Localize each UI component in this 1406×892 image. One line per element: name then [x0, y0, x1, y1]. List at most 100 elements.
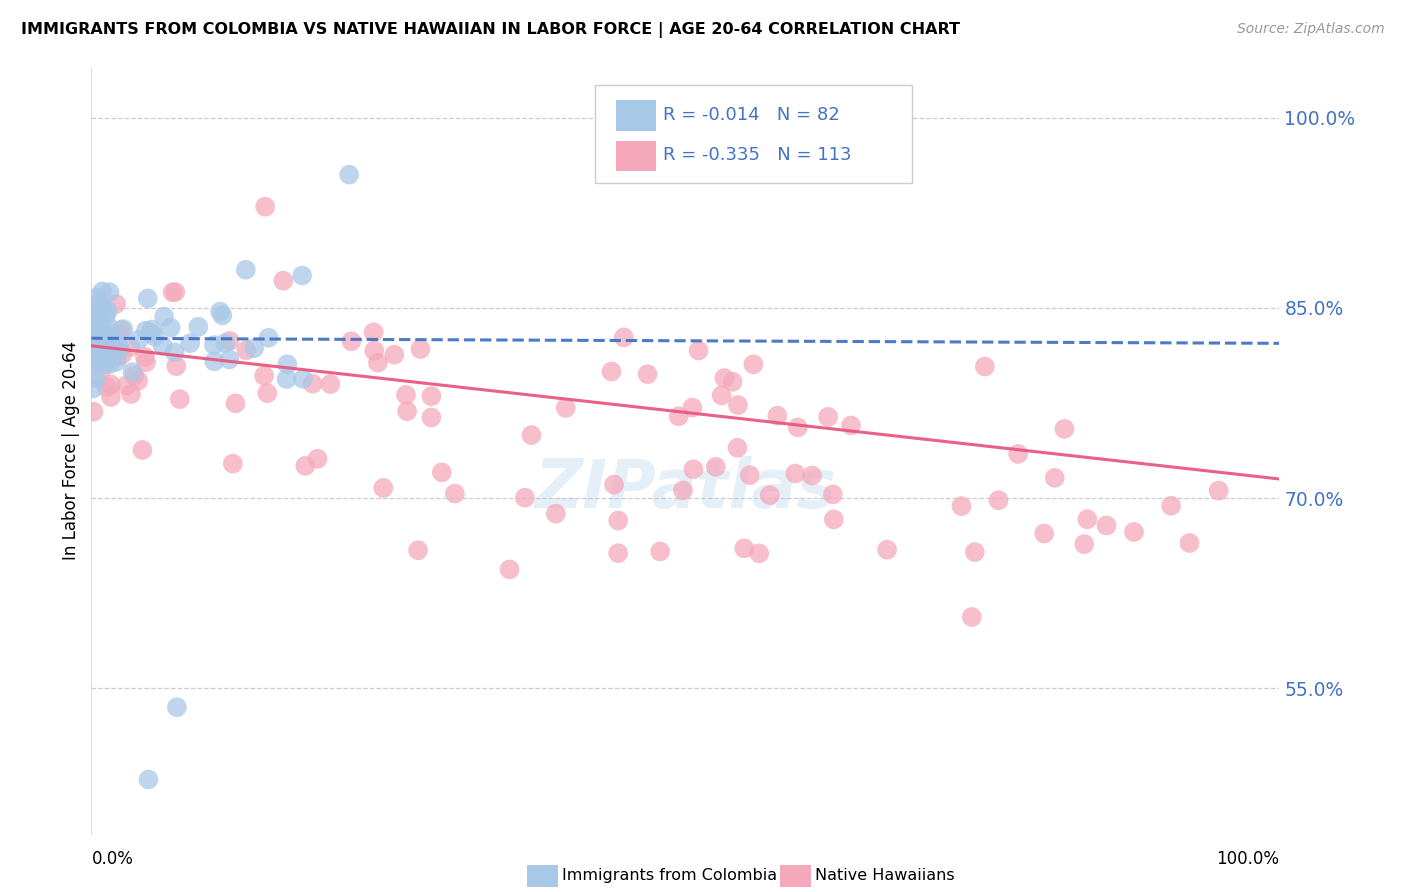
Point [96, 344, 118, 359]
Point [396, 404, 419, 418]
Point [420, 410, 443, 425]
Point [98, 320, 121, 334]
Point [738, 468, 761, 483]
Point [107, 338, 129, 352]
Point [87, 317, 110, 331]
Point [704, 459, 727, 474]
Point [82, 334, 104, 348]
Point [254, 200, 277, 214]
Point [110, 323, 132, 337]
Point [89, 329, 111, 343]
Point [94, 338, 117, 352]
Point [83, 299, 105, 313]
Point [733, 541, 755, 556]
Point [100, 377, 122, 392]
Point [82, 333, 104, 347]
Point [1095, 518, 1118, 533]
Point [87, 326, 110, 340]
Point [124, 368, 146, 383]
Point [395, 388, 418, 402]
Text: IMMIGRANTS FROM COLOMBIA VS NATIVE HAWAIIAN IN LABOR FORCE | AGE 20-64 CORRELATI: IMMIGRANTS FROM COLOMBIA VS NATIVE HAWAI… [21, 22, 960, 38]
Point [292, 372, 315, 386]
Point [83, 326, 105, 340]
Point [600, 364, 623, 378]
Point [823, 512, 845, 526]
Point [97, 349, 120, 363]
Point [153, 310, 176, 324]
Point [91, 324, 114, 338]
Point [111, 348, 134, 362]
Point [89, 296, 111, 310]
Point [785, 467, 807, 481]
Point [218, 352, 240, 367]
Point [121, 365, 143, 379]
Point [169, 392, 191, 406]
Point [86, 342, 108, 356]
Point [1178, 536, 1201, 550]
Point [960, 610, 983, 624]
Point [84, 315, 107, 329]
Point [104, 339, 127, 353]
Point [84, 351, 107, 365]
Y-axis label: In Labor Force | Age 20-64: In Labor Force | Age 20-64 [62, 341, 80, 560]
Point [987, 493, 1010, 508]
Point [202, 338, 225, 352]
Point [187, 319, 209, 334]
Point [607, 514, 630, 528]
Point [430, 466, 453, 480]
Point [963, 545, 986, 559]
Point [821, 487, 844, 501]
Point [513, 491, 536, 505]
Point [86, 343, 108, 358]
Point [87, 324, 110, 338]
Point [96, 380, 118, 394]
Point [222, 457, 245, 471]
Point [257, 331, 280, 345]
Point [89, 321, 111, 335]
Point [83, 312, 105, 326]
Point [307, 451, 329, 466]
Point [82, 346, 104, 360]
Point [1053, 422, 1076, 436]
Point [801, 468, 824, 483]
Point [120, 387, 142, 401]
Point [498, 562, 520, 576]
Point [135, 355, 157, 369]
Point [89, 351, 111, 366]
Point [950, 499, 973, 513]
Point [340, 334, 363, 349]
Point [86, 329, 108, 343]
Point [87, 322, 110, 336]
Point [727, 398, 749, 412]
Point [276, 372, 298, 386]
Point [294, 458, 316, 473]
Point [648, 544, 671, 558]
Point [766, 409, 789, 423]
Point [163, 345, 186, 359]
Point [211, 309, 233, 323]
Point [84, 371, 107, 385]
Point [668, 409, 690, 424]
Point [90, 311, 112, 326]
Point [202, 354, 225, 368]
Point [373, 481, 395, 495]
Point [98, 337, 121, 351]
Point [105, 355, 128, 369]
Point [82, 381, 104, 395]
Point [382, 348, 405, 362]
Point [87, 315, 110, 329]
Point [100, 329, 122, 343]
Point [224, 396, 246, 410]
Point [83, 343, 105, 357]
Point [235, 262, 257, 277]
Point [758, 488, 780, 502]
Point [727, 441, 749, 455]
Point [363, 343, 385, 358]
Point [90, 306, 112, 320]
Point [82, 368, 104, 382]
Point [135, 324, 157, 338]
Point [97, 304, 120, 318]
Point [94, 310, 117, 324]
Point [89, 336, 111, 351]
Text: R = -0.014   N = 82: R = -0.014 N = 82 [662, 105, 839, 124]
